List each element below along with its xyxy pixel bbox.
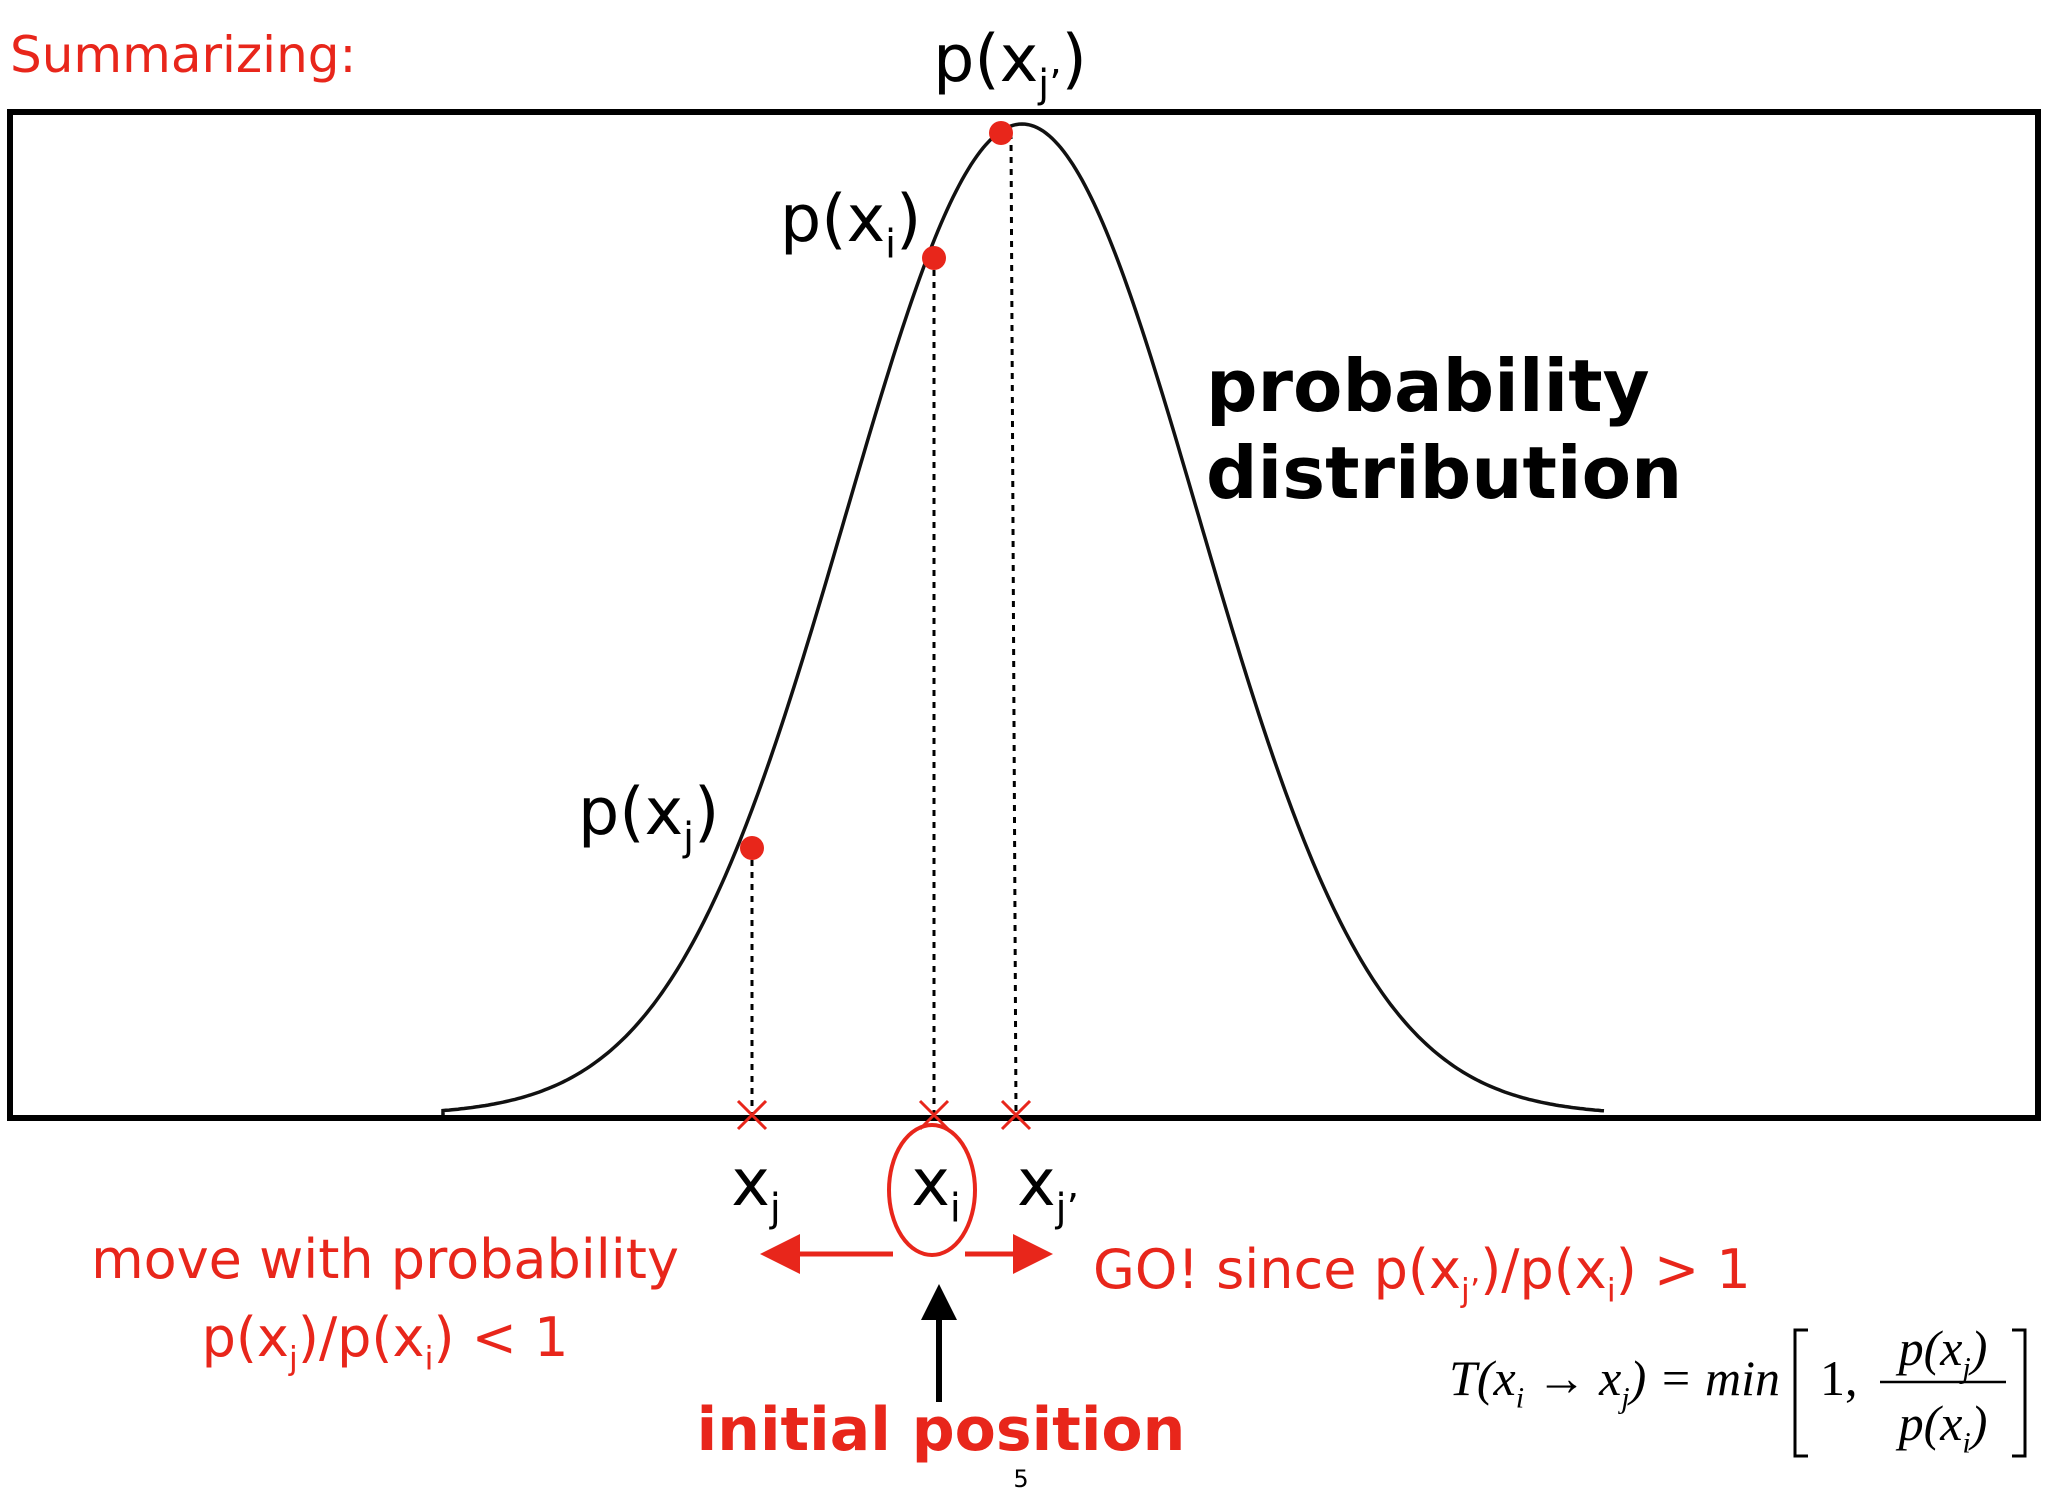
text-run: x <box>1017 1146 1055 1221</box>
title: Summarizing: <box>10 26 356 84</box>
text-run: ) < 1 <box>433 1306 568 1369</box>
subscript: j’ <box>1037 62 1061 107</box>
subscript: j’ <box>1460 1272 1480 1310</box>
distribution-curve <box>441 122 1605 1115</box>
left-note: move with probability <box>91 1228 679 1291</box>
point-label: p(xj) <box>578 775 719 860</box>
dashed-line <box>1009 132 1018 1116</box>
text-run: → x <box>1524 1350 1621 1406</box>
points <box>740 121 1013 860</box>
text-run: x <box>731 1146 769 1221</box>
bracket <box>1793 1328 1808 1458</box>
subscript: j <box>1617 1382 1629 1415</box>
formula: T(xi → xj) = min <box>1449 1350 1780 1415</box>
text-run: )/p(x <box>298 1306 425 1369</box>
point <box>740 836 764 860</box>
axis-label: xj’ <box>1017 1146 1079 1231</box>
subscript: i <box>1607 1272 1616 1310</box>
subscript: j’ <box>1055 1186 1079 1231</box>
text-run: ) > 1 <box>1616 1238 1751 1301</box>
text-run: p(x <box>202 1306 289 1369</box>
curve-label: distribution <box>1206 431 1682 515</box>
text-run: ) <box>694 775 719 850</box>
dashed-lines <box>750 132 1018 1116</box>
text-run: p(x <box>578 775 683 850</box>
text-run: ) = min <box>1627 1350 1780 1406</box>
text-run: p(x <box>1896 1395 1963 1451</box>
subscript: i <box>1962 1427 1970 1460</box>
subscript: j <box>769 1186 781 1231</box>
left-note: p(xj)/p(xi) < 1 <box>202 1306 569 1378</box>
subscript: j <box>682 815 694 860</box>
page-number: 5 <box>1013 1465 1028 1493</box>
formula: p(xj) <box>1896 1320 1988 1385</box>
x-mark <box>1000 1099 1032 1131</box>
text-run: ) <box>1968 1320 1988 1376</box>
subscript: i <box>1516 1382 1524 1415</box>
text-run: ) <box>1968 1395 1988 1451</box>
point <box>922 246 946 270</box>
point <box>989 121 1013 145</box>
bracket <box>2012 1328 2027 1458</box>
subscript: i <box>950 1186 961 1231</box>
subscript: i <box>885 222 896 267</box>
point-label: p(xj’) <box>933 22 1087 107</box>
x-mark <box>736 1099 768 1131</box>
text-run: ) <box>1061 22 1086 97</box>
text-run: )/p(x <box>1480 1238 1607 1301</box>
right-note: GO! since p(xj’)/p(xi) > 1 <box>1093 1238 1751 1310</box>
axis-label: xi <box>911 1146 960 1231</box>
text-run: T(x <box>1449 1350 1516 1406</box>
axis-label: xj <box>731 1146 780 1231</box>
curve-label: probability <box>1206 344 1650 428</box>
point-label: p(xi) <box>780 182 921 267</box>
text-run: x <box>911 1146 949 1221</box>
subscript: j <box>288 1340 298 1378</box>
text-run: p(x <box>1896 1320 1963 1376</box>
formula: p(xi) <box>1896 1395 1988 1460</box>
text-run: ) <box>896 182 921 257</box>
frame <box>7 109 2041 1121</box>
text-run: p(x <box>780 182 885 257</box>
highlight-ellipse <box>887 1123 977 1257</box>
text-run: p(x <box>933 22 1038 97</box>
subscript: i <box>424 1340 433 1378</box>
subscript: j <box>1958 1352 1970 1385</box>
formula: 1, <box>1820 1350 1858 1406</box>
initial-position: initial position <box>697 1395 1186 1465</box>
text-run: GO! since p(x <box>1093 1238 1461 1301</box>
